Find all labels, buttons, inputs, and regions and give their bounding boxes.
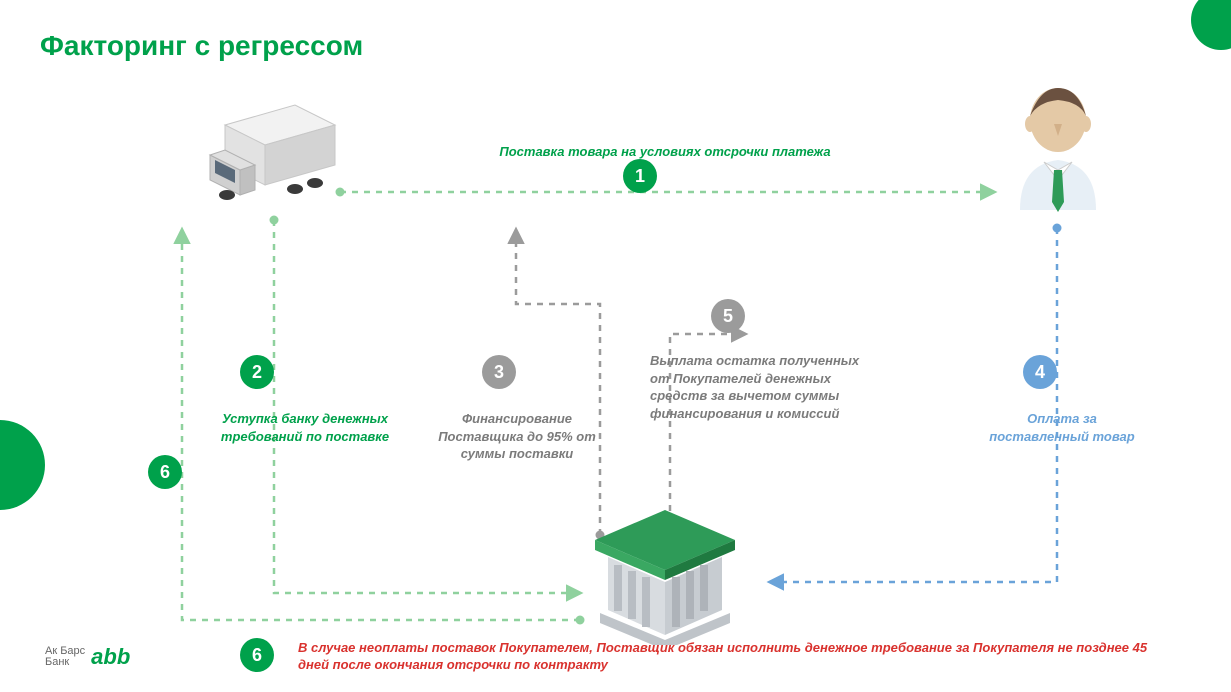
decor-circle-right	[1191, 0, 1231, 50]
edge-e3	[516, 230, 600, 535]
logo-text-2: Банк	[45, 657, 85, 668]
person-icon	[1000, 80, 1115, 230]
step-badge-1: 1	[623, 159, 657, 193]
step-label-5: Выплата остатка полученных от Покупателе…	[650, 352, 860, 422]
page-title: Факторинг с регрессом	[40, 30, 363, 62]
step-label-1: Поставка товара на условиях отсрочки пла…	[475, 143, 855, 161]
truck-icon	[195, 95, 355, 220]
decor-circle-left	[0, 420, 45, 510]
step-badge-3: 3	[482, 355, 516, 389]
step-badge-5: 5	[711, 299, 745, 333]
edge-e2	[274, 220, 580, 593]
step-label-2: Уступка банку денежных требований по пос…	[205, 410, 405, 445]
bank-icon	[580, 505, 750, 650]
step-badge-2: 2	[240, 355, 274, 389]
logo-mark: abb	[91, 644, 130, 670]
step-badge-6b: 6	[240, 638, 274, 672]
footer-note: В случае неоплаты поставок Покупателем, …	[298, 639, 1178, 674]
step-badge-4: 4	[1023, 355, 1057, 389]
step-badge-6: 6	[148, 455, 182, 489]
step-label-4: Оплата за поставленный товар	[977, 410, 1147, 445]
step-label-3: Финансирование Поставщика до 95% от сумм…	[428, 410, 606, 463]
brand-logo: Ак Барс Банк abb	[45, 644, 130, 670]
